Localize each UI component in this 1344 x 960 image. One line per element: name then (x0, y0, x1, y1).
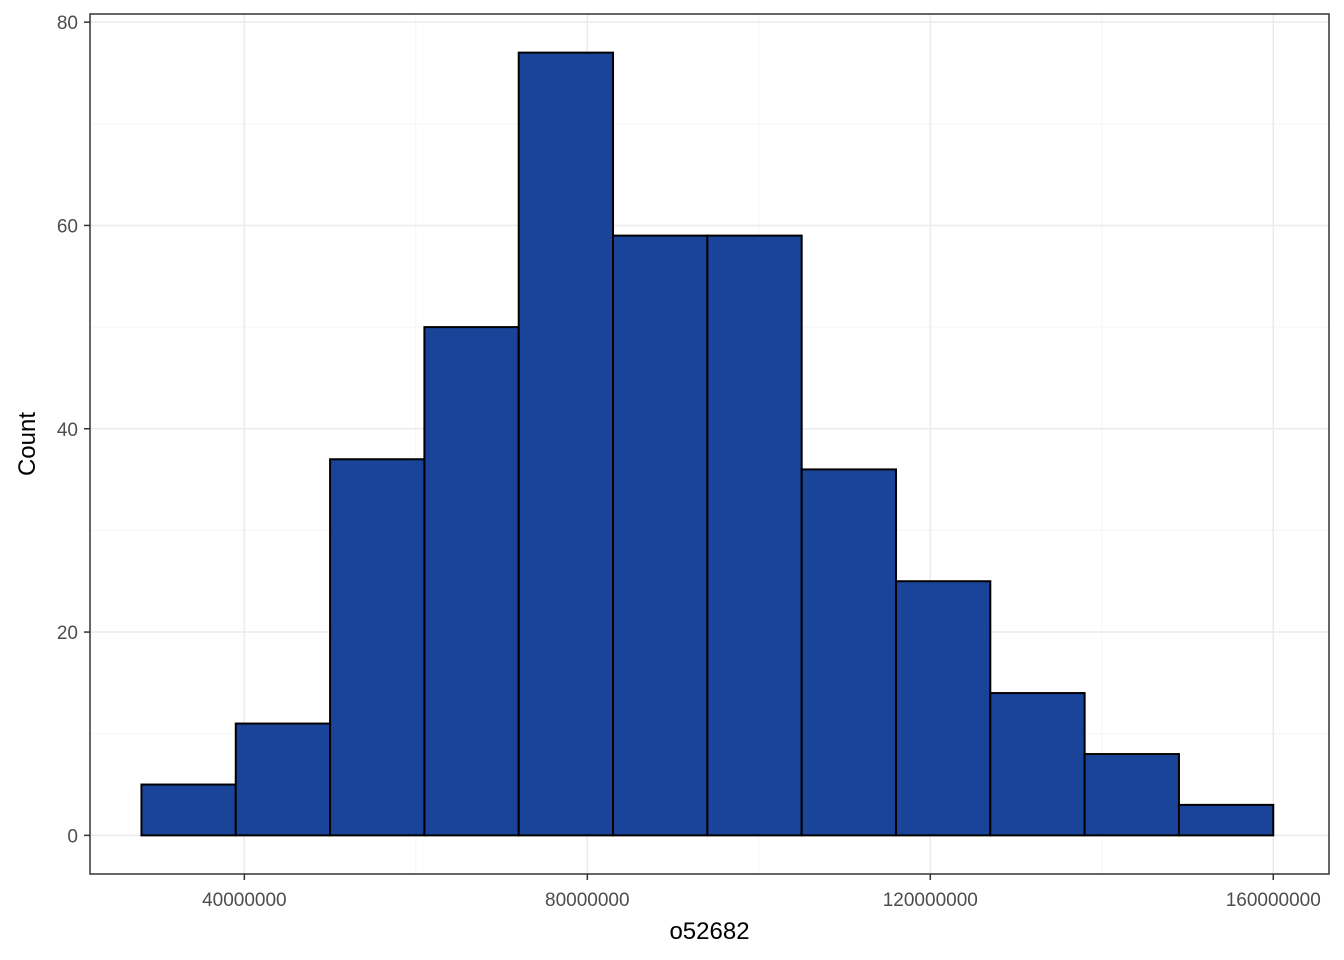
histogram-bar (989, 692, 1086, 837)
x-axis-title: o52682 (669, 918, 749, 945)
histogram-bars (140, 51, 1275, 837)
y-tick-label: 0 (67, 826, 78, 847)
histogram-bar (1083, 753, 1180, 837)
histogram-bar (894, 580, 992, 837)
histogram-bar (706, 234, 803, 837)
x-tick-label: 120000000 (883, 890, 978, 911)
histogram-bar (423, 326, 520, 837)
x-tick-label: 40000000 (202, 890, 287, 911)
histogram-bar (517, 51, 615, 837)
histogram-bar (329, 458, 426, 837)
x-tick-label: 160000000 (1226, 890, 1321, 911)
histogram-bar (612, 234, 709, 837)
histogram-bar (234, 722, 332, 837)
y-tick-label: 40 (57, 420, 78, 441)
y-tick-label: 80 (57, 13, 78, 34)
histogram-bar (800, 468, 897, 837)
x-axis-ticks: 40000000 80000000 120000000 160000000 (202, 874, 1321, 911)
panel-border (89, 13, 1330, 875)
y-axis-title: Count (14, 412, 41, 476)
y-tick-label: 60 (57, 216, 78, 237)
y-tick-label: 20 (57, 623, 78, 644)
histogram-bar (140, 783, 237, 837)
x-tick-label: 80000000 (545, 890, 630, 911)
histogram-bar (1177, 803, 1275, 837)
y-axis-ticks: 0 20 40 60 80 (57, 13, 90, 847)
